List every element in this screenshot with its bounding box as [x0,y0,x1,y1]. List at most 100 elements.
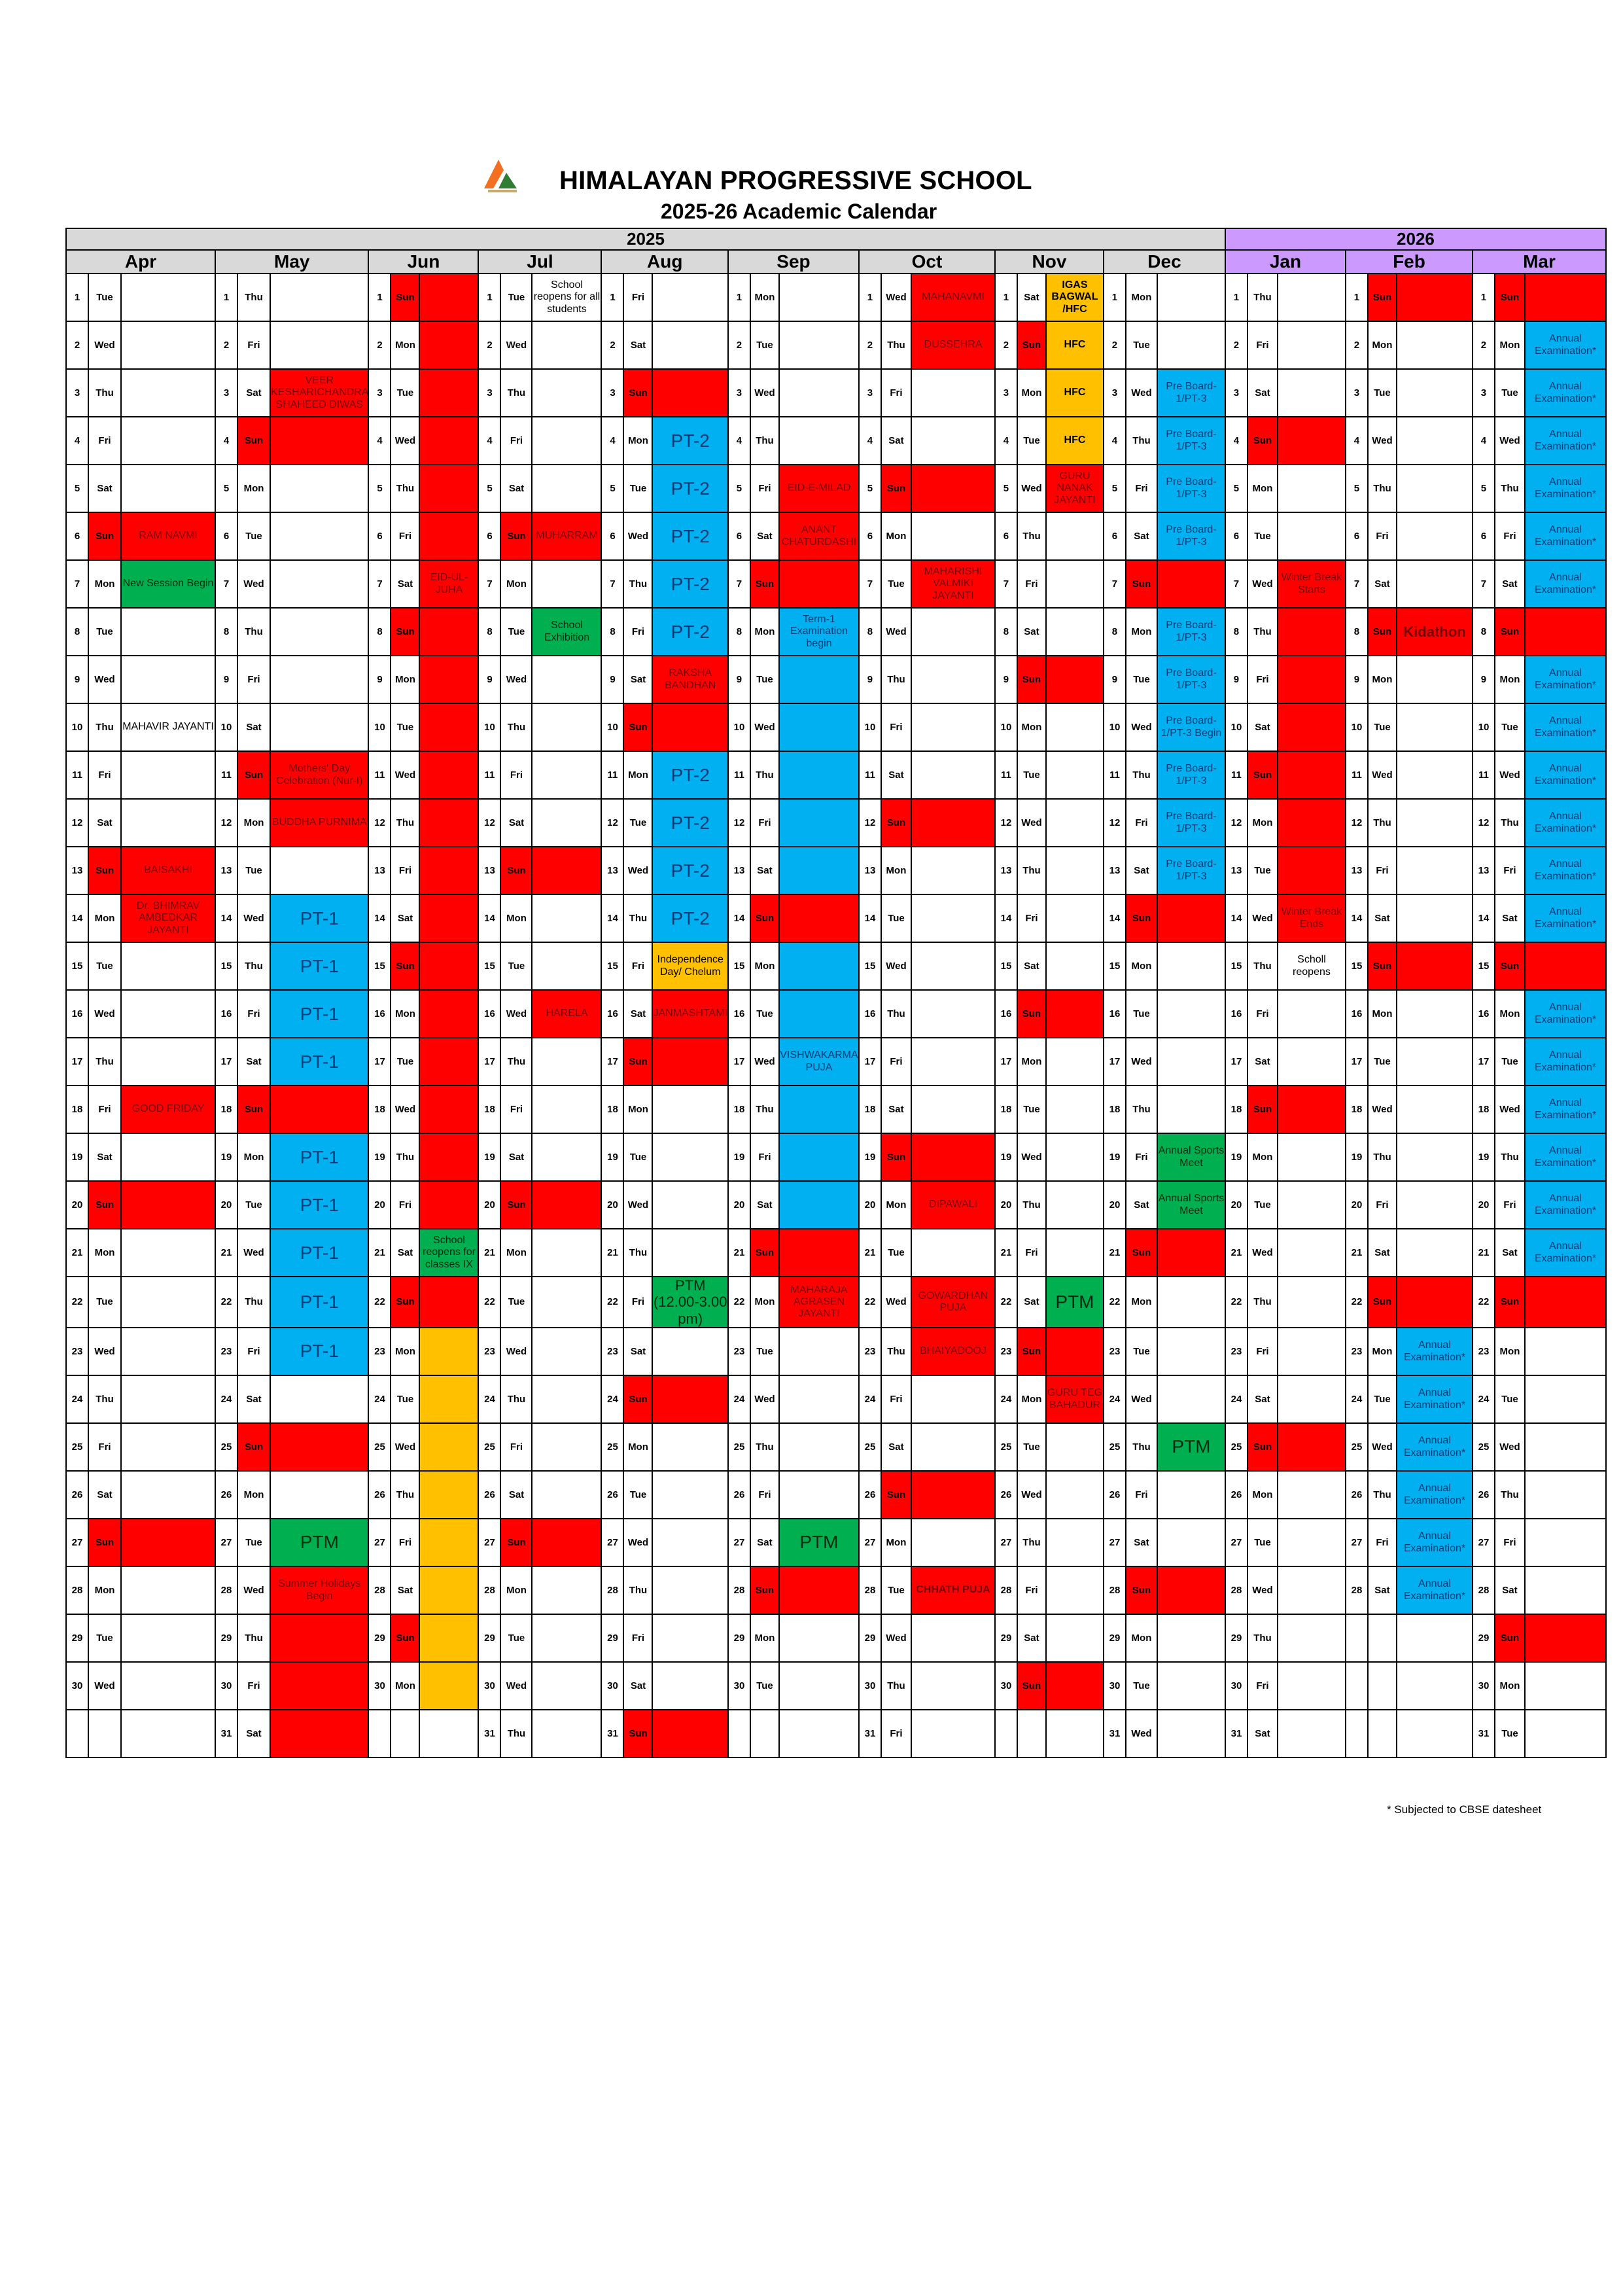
day-number: 7 [65,559,89,609]
day-number: 8 [1344,607,1369,657]
day-event [419,1422,480,1472]
day-event [778,989,860,1039]
weekday: Sun [623,703,654,752]
day-event: PT-2 [652,512,729,561]
day-event [910,1709,996,1759]
day-row: 18 Fri GOOD FRIDAY 18 Sun 18 Wed 18 Fri 18 Mon 18 Th… [65,1085,1607,1135]
day-number: 15 [858,942,882,991]
day-event [1276,1375,1346,1424]
day-event [652,1422,729,1472]
day-number: 18 [215,1085,238,1135]
day-number: 25 [1471,1422,1495,1472]
day-number: 5 [727,464,751,514]
weekday: Fri [1125,798,1158,848]
day-event [910,798,996,848]
day-number: 25 [1224,1422,1248,1472]
day-event [1045,1037,1104,1087]
day-event [531,416,602,466]
day-number: 4 [368,416,392,466]
weekday: Tue [390,368,421,418]
day-event [1276,1133,1346,1182]
weekday: Thu [1367,1133,1397,1182]
day-event [1045,1614,1104,1663]
day-event [419,1470,480,1520]
weekday: Wed [500,989,533,1039]
day-number: 22 [727,1276,751,1329]
day-number: 16 [858,989,882,1039]
day-number: 3 [994,368,1018,418]
weekday: Sat [749,1518,780,1568]
day-event [1524,1518,1607,1568]
weekday: Fri [390,1180,421,1230]
day-number: 17 [215,1037,238,1087]
day-event [531,1276,602,1329]
weekday: Mon [390,1661,421,1711]
day-number: 22 [1471,1276,1495,1329]
day-event [1524,607,1607,657]
day-number: 16 [1224,989,1248,1039]
day-number: 5 [1471,464,1495,514]
day-event: Annual Examination* [1524,751,1607,800]
weekday: Thu [390,798,421,848]
weekday: Tue [1367,368,1397,418]
weekday: Tue [880,559,912,609]
weekday: Sat [1016,1614,1047,1663]
day-event: PT-1 [269,942,370,991]
day-number: 9 [1471,655,1495,705]
day-number: 20 [215,1180,238,1230]
day-event [1156,273,1226,323]
day-event [652,1228,729,1278]
weekday: Wed [880,1276,912,1329]
day-number: 21 [858,1228,882,1278]
day-event [1276,1709,1346,1759]
day-number: 10 [368,703,392,752]
weekday [1016,1709,1047,1759]
weekday: Tue [749,655,780,705]
weekday: Wed [88,1327,122,1377]
weekday: Thu [1125,1085,1158,1135]
weekday: Sun [1493,1614,1526,1663]
day-event [531,1422,602,1472]
day-event [120,1614,216,1663]
day-number: 11 [858,751,882,800]
day-event [1045,655,1104,705]
weekday: Sat [1125,1518,1158,1568]
day-event [1045,1709,1104,1759]
weekday: Wed [390,416,421,466]
day-row: 6 Sun RAM NAVMI 6 Tue 6 Fri 6 Sun MUHARRAM 6 Wed PT-… [65,512,1607,561]
day-number: 19 [727,1133,751,1182]
day-number: 17 [858,1037,882,1087]
day-event: Pre Board-1/PT-3 [1156,798,1226,848]
weekday: Thu [390,464,421,514]
day-number: 25 [368,1422,392,1472]
weekday: Fri [237,321,271,370]
day-event [652,1614,729,1663]
day-number: 17 [1471,1037,1495,1087]
day-number: 1 [858,273,882,323]
day-number: 5 [601,464,625,514]
day-number: 16 [994,989,1018,1039]
day-event: Pre Board-1/PT-3 [1156,655,1226,705]
day-number: 4 [858,416,882,466]
day-number: 28 [601,1566,625,1616]
weekday: Wed [1125,1037,1158,1087]
day-event: PT-2 [652,559,729,609]
weekday: Sun [500,1518,533,1568]
weekday: Wed [880,273,912,323]
weekday: Wed [623,1180,654,1230]
weekday: Fri [500,1085,533,1135]
day-number: 21 [1224,1228,1248,1278]
day-number: 28 [65,1566,89,1616]
day-event: Annual Examination* [1524,703,1607,752]
day-number: 6 [215,512,238,561]
day-event [419,1133,480,1182]
weekday: Wed [623,1518,654,1568]
day-event [120,1133,216,1182]
month-header: Apr [65,249,216,275]
day-number: 2 [1102,321,1126,370]
day-event [1395,1085,1473,1135]
weekday: Wed [1367,1422,1397,1472]
day-number: 2 [478,321,502,370]
weekday: Sun [88,1518,122,1568]
weekday: Thu [500,368,533,418]
